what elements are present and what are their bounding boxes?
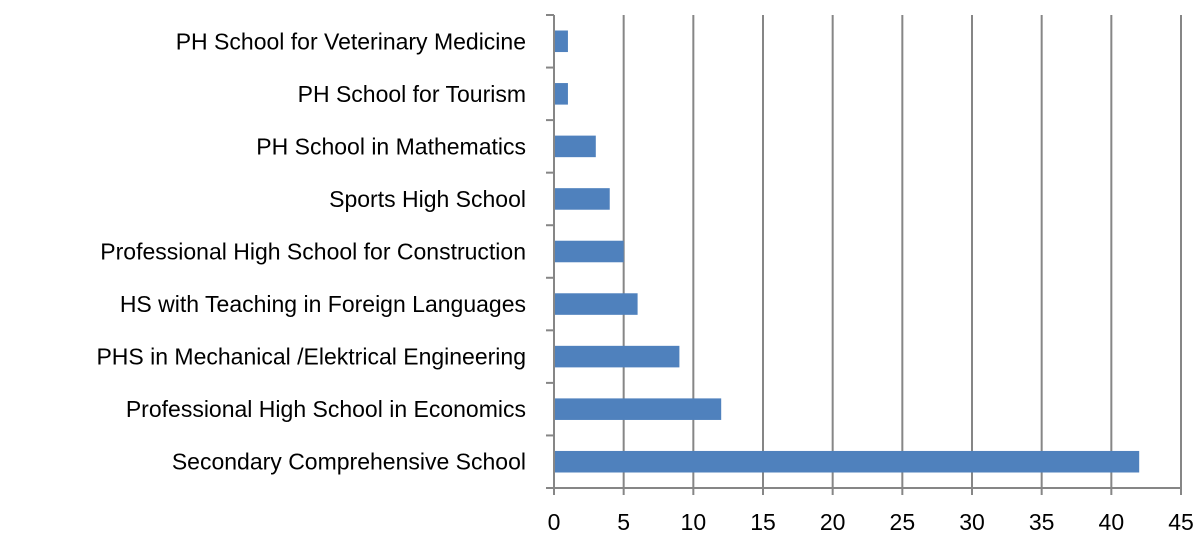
bar [555,240,624,263]
bar [555,398,722,420]
x-tick-label: 15 [750,509,776,535]
x-tick-label: 25 [890,509,916,535]
x-tick-label: 35 [1029,509,1055,535]
bars [555,30,1140,473]
bar [555,30,568,53]
category-label: HS with Teaching in Foreign Languages [120,291,526,317]
category-label: Professional High School in Economics [126,396,526,422]
category-label: PHS in Mechanical /Elektrical Engineerin… [96,344,526,370]
gridlines [622,15,1182,488]
x-tick-label: 0 [548,509,561,535]
category-label: PH School in Mathematics [256,133,526,159]
axes [546,14,1182,495]
bar [555,83,568,105]
x-tick-label: 40 [1099,509,1125,535]
x-tick-label: 20 [820,509,846,535]
category-label: PH School for Veterinary Medicine [176,28,526,54]
category-label: Sports High School [329,186,526,212]
bar [555,188,610,210]
category-label: Professional High School for Constructio… [100,239,526,265]
x-tick-label: 45 [1168,509,1194,535]
category-label: PH School for Tourism [298,81,526,107]
x-tick-label: 30 [959,509,985,535]
bar [555,450,1140,473]
x-tick-labels: 0 5 10 15 20 25 30 35 40 45 [548,509,1194,535]
bar [555,345,680,368]
bar [555,293,638,315]
bar [555,135,596,158]
category-label: Secondary Comprehensive School [172,449,526,475]
x-tick-label: 10 [681,509,707,535]
x-tick-label: 5 [617,509,630,535]
category-labels: Secondary Comprehensive School Profession… [96,28,526,474]
